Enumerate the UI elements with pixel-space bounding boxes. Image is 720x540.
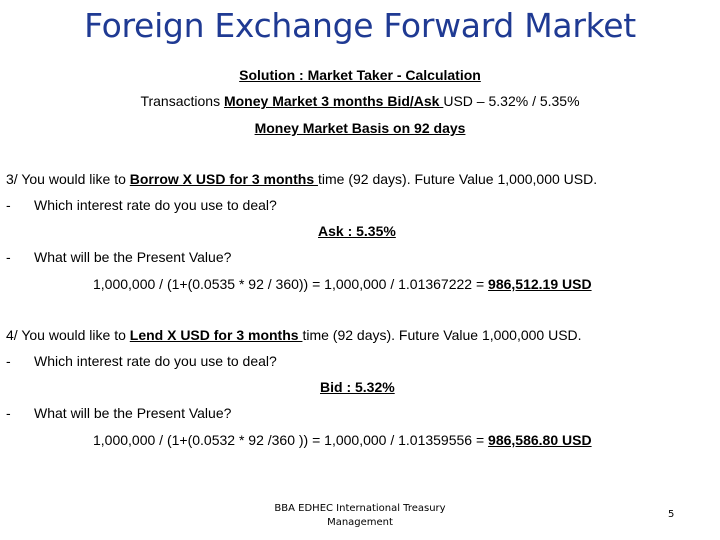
q3-pv-dash: - — [6, 249, 11, 265]
q3-statement: 3/ You would like to Borrow X USD for 3 … — [6, 171, 597, 187]
q4-calc-result: 986,586.80 USD — [488, 432, 592, 448]
q3-rate-dash: - — [6, 197, 11, 213]
basis-line: Money Market Basis on 92 days — [254, 120, 466, 136]
q4-suffix: time (92 days). Future Value 1,000,000 U… — [302, 327, 582, 343]
q3-pv-question: What will be the Present Value? — [34, 249, 232, 265]
page-number: 5 — [668, 509, 675, 520]
q3-suffix: time (92 days). Future Value 1,000,000 U… — [318, 171, 598, 187]
q3-rate-answer: Ask : 5.35% — [318, 223, 396, 239]
q4-calculation: 1,000,000 / (1+(0.0532 * 92 /360 )) = 1,… — [93, 432, 592, 448]
q4-rate-answer: Bid : 5.32% — [320, 379, 395, 395]
slide-title: Foreign Exchange Forward Market — [84, 6, 636, 45]
q3-rate-question: Which interest rate do you use to deal? — [34, 197, 277, 213]
q4-pv-question: What will be the Present Value? — [34, 405, 232, 421]
transactions-line: Transactions Money Market 3 months Bid/A… — [0, 93, 720, 109]
transactions-underlined: Money Market 3 months Bid/Ask — [223, 93, 444, 109]
q3-underlined: Borrow X USD for 3 months — [129, 171, 318, 187]
q4-calc-prefix: 1,000,000 / (1+(0.0532 * 92 /360 )) = 1,… — [93, 432, 489, 448]
footer: BBA EDHEC International Treasury Managem… — [255, 502, 465, 530]
q3-calc-result: 986,512.19 USD — [488, 276, 592, 292]
footer-line-1: BBA EDHEC International Treasury — [274, 503, 446, 514]
q4-underlined: Lend X USD for 3 months — [129, 327, 303, 343]
transactions-prefix: Transactions — [140, 93, 224, 109]
q4-statement: 4/ You would like to Lend X USD for 3 mo… — [6, 327, 582, 343]
subtitle: Solution : Market Taker - Calculation — [239, 67, 481, 83]
q3-calc-prefix: 1,000,000 / (1+(0.0535 * 92 / 360)) = 1,… — [93, 276, 489, 292]
footer-line-2: Management — [327, 517, 393, 528]
q4-rate-question: Which interest rate do you use to deal? — [34, 353, 277, 369]
q3-calculation: 1,000,000 / (1+(0.0535 * 92 / 360)) = 1,… — [93, 276, 592, 292]
q4-rate-dash: - — [6, 353, 11, 369]
q3-prefix: 3/ You would like to — [6, 171, 130, 187]
q4-prefix: 4/ You would like to — [6, 327, 130, 343]
q4-pv-dash: - — [6, 405, 11, 421]
transactions-suffix: USD – 5.32% / 5.35% — [443, 93, 580, 109]
